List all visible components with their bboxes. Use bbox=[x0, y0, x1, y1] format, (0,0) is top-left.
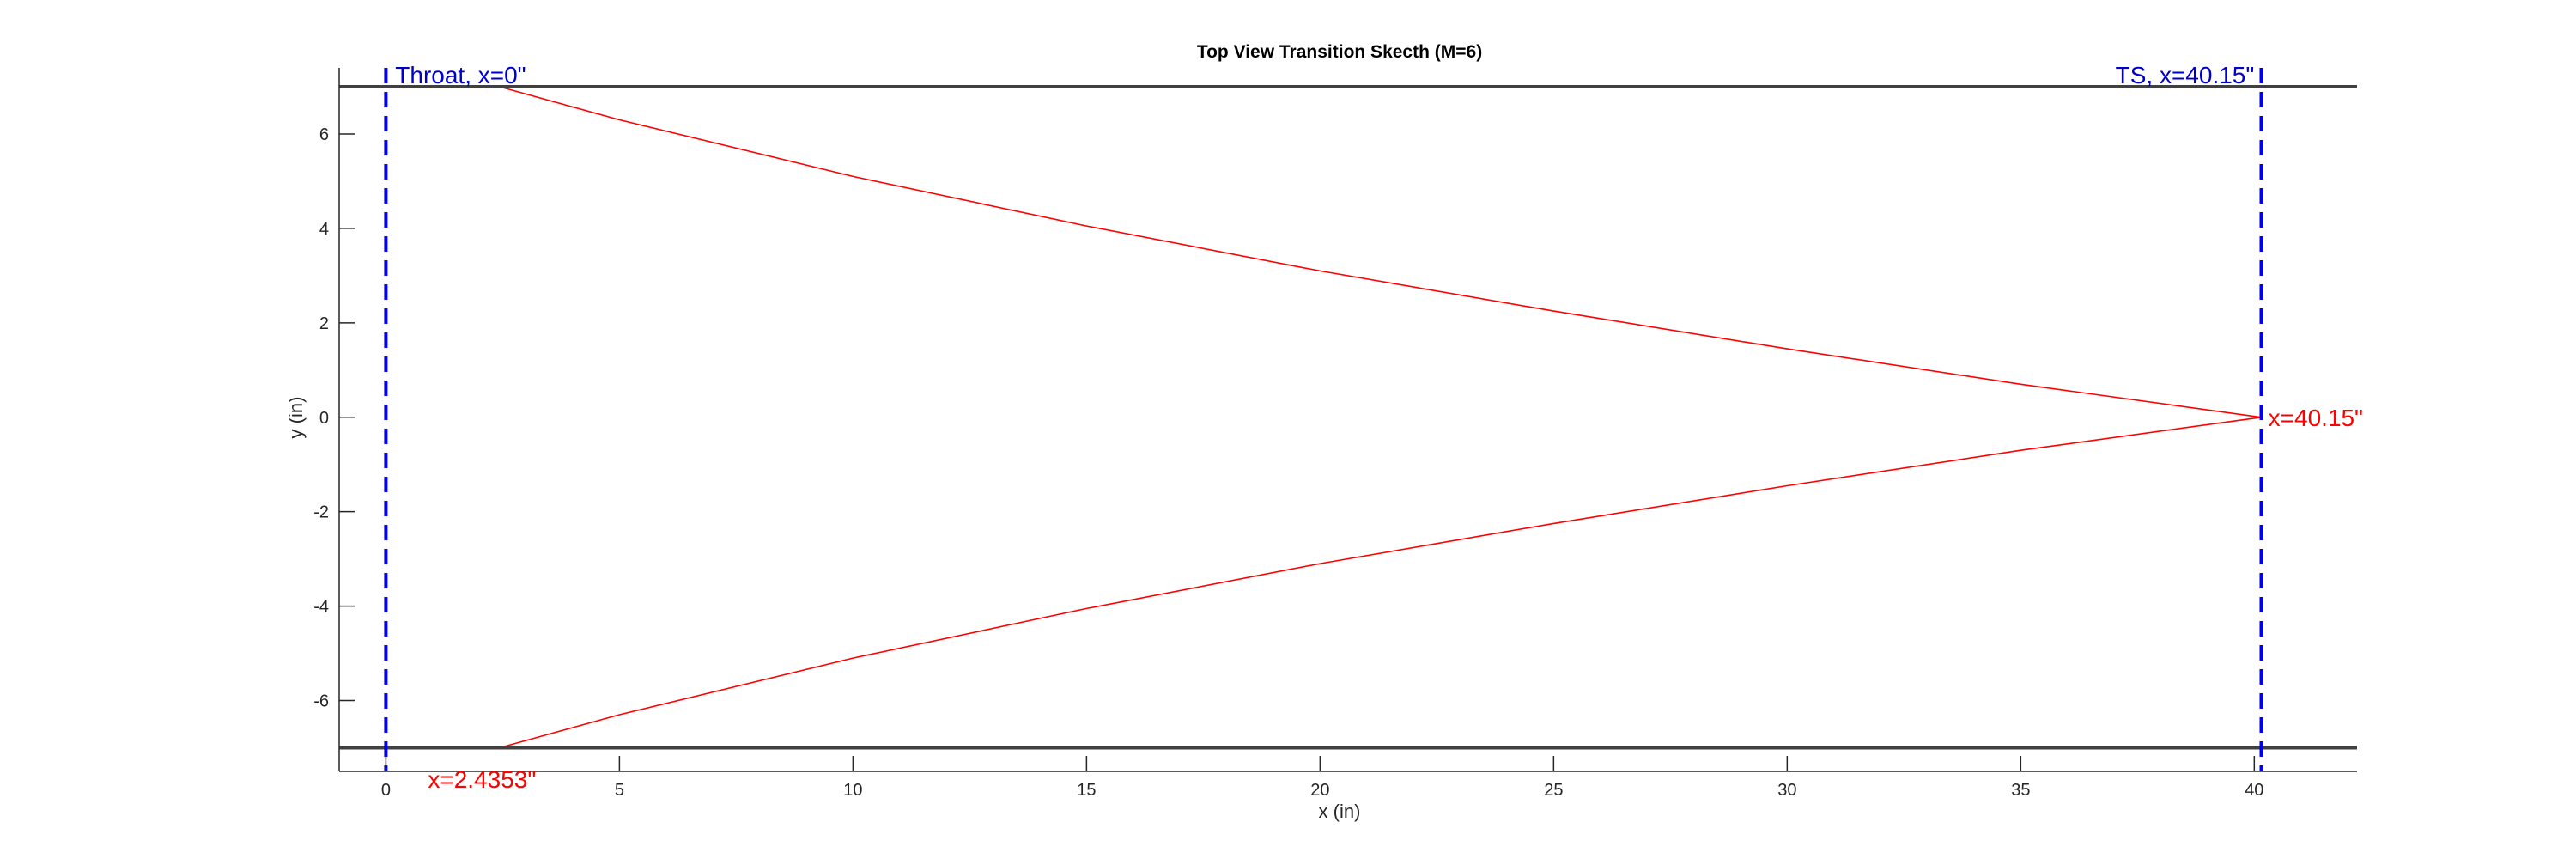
plot-area bbox=[339, 68, 2357, 771]
annotation-label: x=2.4353" bbox=[428, 766, 536, 793]
y-tick-label: 4 bbox=[319, 220, 329, 239]
annotation-label: x=40.15" bbox=[2269, 405, 2363, 431]
x-tick-label: 5 bbox=[615, 781, 624, 800]
y-tick-label: 2 bbox=[319, 314, 329, 333]
y-tick-label: 0 bbox=[319, 409, 329, 428]
x-tick-label: 40 bbox=[2245, 781, 2263, 800]
annotation-label: TS, x=40.15" bbox=[2116, 62, 2255, 88]
y-axis-label: y (in) bbox=[285, 397, 307, 439]
series-line-0 bbox=[499, 86, 2262, 418]
y-tick-label: -4 bbox=[313, 598, 329, 617]
y-tick-label: 6 bbox=[319, 125, 329, 144]
x-tick-label: 30 bbox=[1777, 781, 1796, 800]
annotations: Throat, x=0" TS, x=40.15" x=40.15" x=2.4353… bbox=[395, 62, 2363, 793]
x-tick-label: 20 bbox=[1310, 781, 1329, 800]
y-tick-label: -2 bbox=[313, 503, 329, 522]
series-line-1 bbox=[499, 417, 2262, 749]
chart-title: Top View Transition Skecth (M=6) bbox=[1197, 42, 1482, 62]
x-tick-label: 0 bbox=[381, 781, 391, 800]
x-tick-label: 25 bbox=[1544, 781, 1563, 800]
x-tick-label: 10 bbox=[843, 781, 862, 800]
y-tick-label: -6 bbox=[313, 692, 329, 711]
x-tick-label: 15 bbox=[1077, 781, 1096, 800]
x-tick-label: 35 bbox=[2011, 781, 2030, 800]
axes: 0 5 10 15 20 25 30 35 40 -6 -4 -2 0 2 4 6 bbox=[313, 68, 2357, 800]
x-axis-label: x (in) bbox=[1319, 801, 1361, 822]
annotation-label: Throat, x=0" bbox=[395, 62, 526, 88]
